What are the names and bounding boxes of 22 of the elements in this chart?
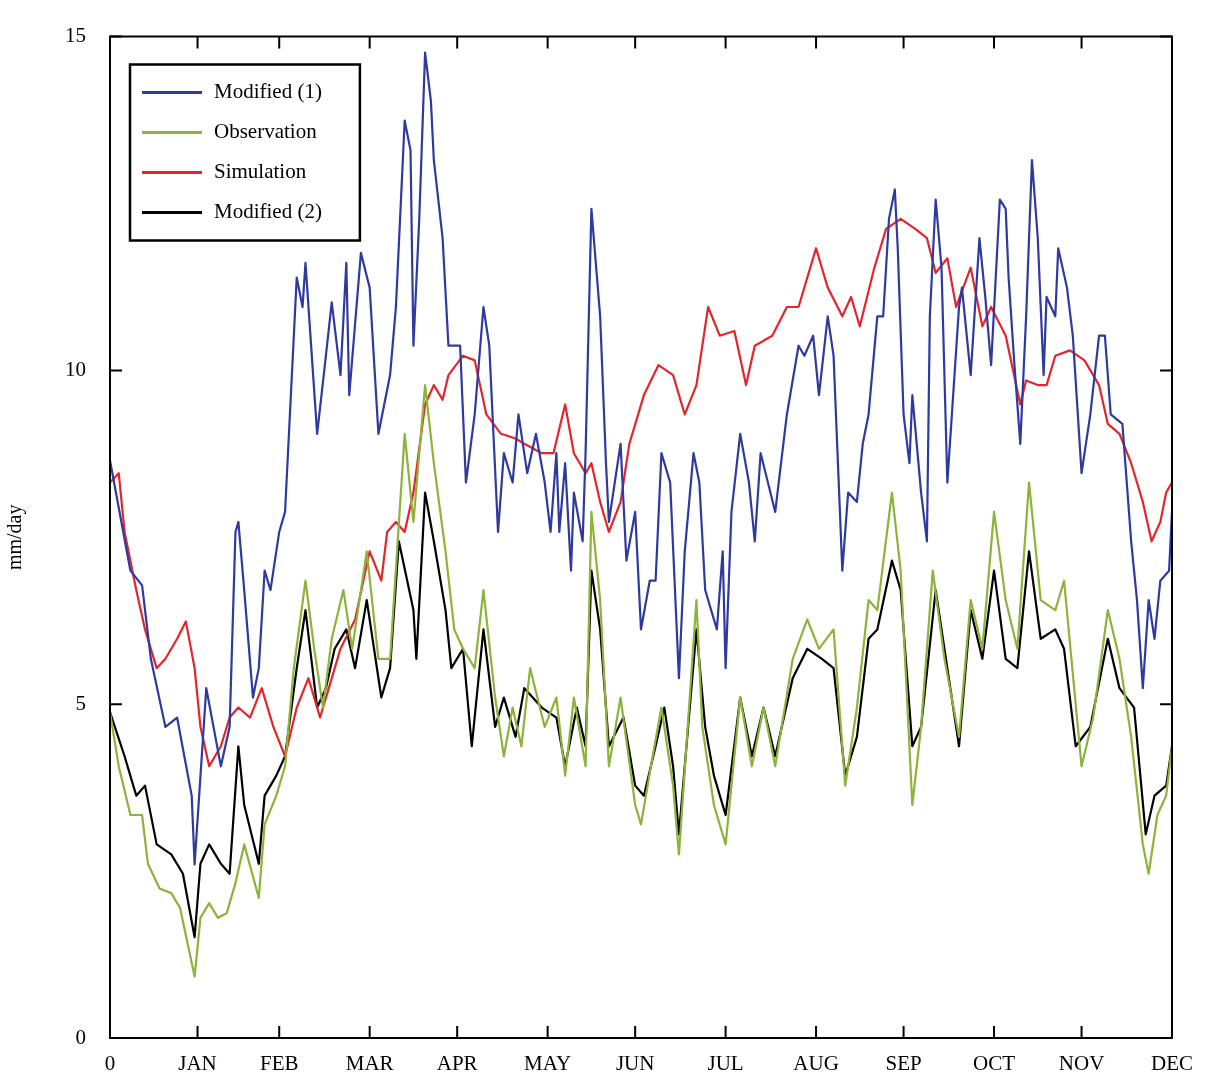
- x-tick-label: 0: [104, 1051, 116, 1076]
- x-tick-label: MAY: [524, 1051, 572, 1076]
- y-tick-label: 5: [75, 690, 86, 715]
- x-tick-label: SEP: [885, 1051, 922, 1076]
- x-tick-label: AUG: [793, 1051, 839, 1076]
- x-tick-label: JAN: [178, 1051, 217, 1076]
- legend-label: Modified (2): [214, 199, 322, 224]
- y-tick-label: 15: [65, 23, 86, 48]
- legend-label: Observation: [214, 119, 318, 144]
- y-axis-title: mm/day: [3, 504, 27, 571]
- x-tick-label: OCT: [973, 1051, 1016, 1076]
- y-tick-label: 10: [65, 356, 86, 381]
- legend-label: Modified (1): [214, 79, 322, 104]
- x-tick-label: DEC: [1151, 1051, 1193, 1076]
- x-tick-label: MAR: [345, 1051, 394, 1076]
- y-tick-label: 0: [75, 1024, 86, 1049]
- x-tick-label: APR: [436, 1051, 478, 1076]
- legend-label: Simulation: [214, 159, 307, 184]
- x-tick-label: JUL: [707, 1051, 744, 1076]
- x-tick-label: FEB: [259, 1051, 299, 1076]
- x-tick-label: NOV: [1058, 1051, 1105, 1076]
- x-tick-label: JUN: [615, 1051, 655, 1076]
